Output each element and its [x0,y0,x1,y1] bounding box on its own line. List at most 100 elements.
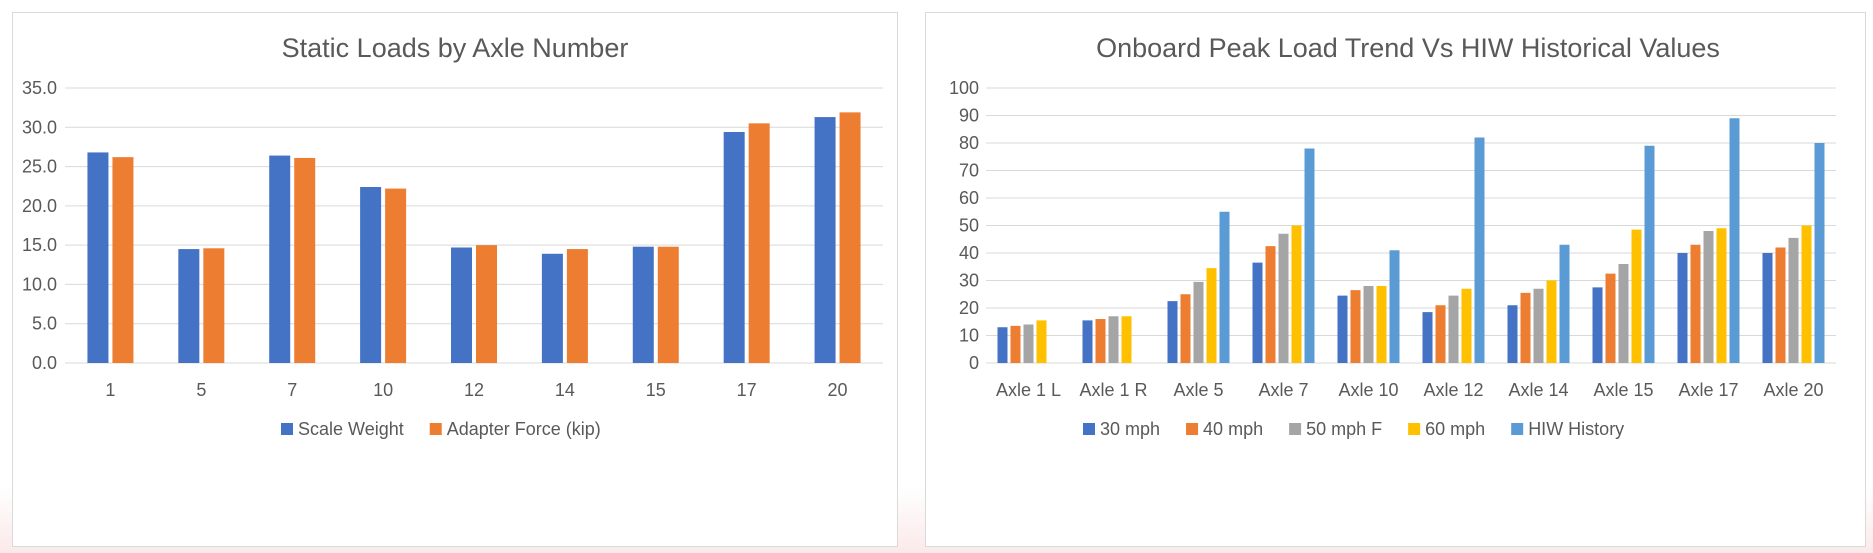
bar-scale-weight [360,187,382,363]
bar-30-mph [1677,253,1688,363]
legend-label: Scale Weight [298,419,404,439]
bar-30-mph [997,327,1008,363]
bar-60-mph [1206,268,1217,363]
y-tick-label: 30.0 [22,117,57,137]
peak-load-trend-chart: Onboard Peak Load Trend Vs HIW Historica… [949,33,1836,439]
y-tick-label: 35.0 [22,78,57,98]
y-tick-label: 5.0 [32,314,57,334]
bar-40-mph [1350,290,1361,363]
bar-40-mph [1605,273,1616,363]
bar-hiw-history [1644,145,1655,363]
static-loads-chart: Static Loads by Axle Number 0.05.010.015… [22,33,883,439]
bar-60-mph [1631,229,1642,363]
legend-label: 40 mph [1203,419,1263,439]
bar-40-mph [1265,246,1276,363]
bar-60-mph [1716,228,1727,363]
bar-40-mph [1010,325,1021,363]
x-tick-label: Axle 15 [1593,380,1653,400]
y-tick-label: 0.0 [32,353,57,373]
bar-adapter-force-kip- [294,157,316,363]
bar-hiw-history [1474,137,1485,363]
bar-30-mph [1252,262,1263,363]
x-tick-label: 7 [287,380,297,400]
bar-50-mph-f [1278,233,1289,363]
bar-30-mph [1507,305,1518,363]
x-tick-label: 5 [196,380,206,400]
bar-60-mph [1376,286,1387,363]
bar-30-mph [1592,287,1603,363]
chart-title: Static Loads by Axle Number [282,33,629,63]
bar-30-mph [1082,320,1093,363]
x-tick-label: 20 [828,380,848,400]
x-tick-label: 10 [373,380,393,400]
static-loads-chart-panel: Static Loads by Axle Number 0.0 5.0 10.0 15… [12,12,898,547]
legend-label: HIW History [1528,419,1624,439]
bar-adapter-force-kip- [385,188,407,363]
y-tick-label: 60 [959,188,979,208]
legend-label: 30 mph [1100,419,1160,439]
x-tick-label: Axle 17 [1678,380,1738,400]
x-tick-label: 17 [737,380,757,400]
legend-label: Adapter Force (kip) [447,419,601,439]
bar-30-mph [1337,295,1348,363]
x-tick-label: 15 [646,380,666,400]
y-tick-label: 20 [959,298,979,318]
x-tick-label: Axle 14 [1508,380,1568,400]
bar-50-mph-f [1703,231,1714,363]
bar-adapter-force-kip- [203,248,225,363]
y-tick-label: 15.0 [22,235,57,255]
bar-40-mph [1180,294,1191,363]
bar-scale-weight [451,247,472,363]
y-tick-label: 90 [959,106,979,126]
bar-40-mph [1095,319,1106,363]
bar-30-mph [1762,253,1773,363]
legend-swatch [429,423,442,435]
chart-title: Onboard Peak Load Trend Vs HIW Historica… [1096,33,1720,63]
x-tick-label: 12 [464,380,484,400]
bar-60-mph [1036,320,1047,363]
bar-scale-weight [269,155,291,363]
x-tick-label: Axle 12 [1423,380,1483,400]
bar-40-mph [1690,244,1701,363]
bar-30-mph [1167,301,1178,363]
legend-label: 50 mph F [1306,419,1382,439]
bar-40-mph [1520,292,1531,363]
bar-60-mph [1291,225,1302,363]
bar-50-mph-f [1108,316,1119,363]
bar-60-mph [1461,288,1472,363]
legend-swatch [1289,423,1302,435]
bar-60-mph [1121,316,1132,363]
bar-scale-weight [814,117,836,363]
y-tick-label: 10.0 [22,274,57,294]
y-tick-label: 50 [959,216,979,236]
bar-adapter-force-kip- [839,112,861,363]
y-tick-label: 0 [969,353,979,373]
bar-adapter-force-kip- [112,157,134,363]
bar-60-mph [1546,280,1557,363]
x-tick-label: Axle 1 R [1079,380,1147,400]
y-tick-label: 10 [959,326,979,346]
x-tick-label: 1 [105,380,115,400]
x-tick-label: 14 [555,380,575,400]
x-tick-label: Axle 1 L [996,380,1061,400]
legend-swatch [281,423,293,435]
bar-hiw-history [1219,211,1230,363]
x-tick-label: Axle 7 [1258,380,1308,400]
bar-60-mph [1801,225,1812,363]
peak-load-trend-chart-panel: Onboard Peak Load Trend Vs HIW Historica… [925,12,1866,547]
x-tick-label: Axle 10 [1338,380,1398,400]
bar-scale-weight [723,132,745,363]
bar-50-mph-f [1533,288,1544,363]
bar-hiw-history [1729,118,1740,363]
legend-swatch [1186,423,1199,435]
bar-40-mph [1435,305,1446,363]
bar-40-mph [1775,247,1786,363]
bar-hiw-history [1814,143,1825,363]
legend-swatch [1408,423,1421,435]
legend-swatch [1083,423,1095,435]
bar-scale-weight [632,246,654,363]
bar-adapter-force-kip- [748,123,770,363]
y-tick-label: 20.0 [22,196,57,216]
y-tick-label: 70 [959,161,979,181]
bar-50-mph-f [1448,295,1459,363]
